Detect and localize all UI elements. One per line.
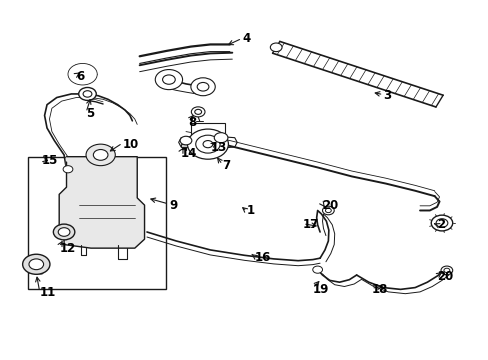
Text: 20: 20: [436, 270, 452, 283]
Circle shape: [187, 129, 228, 159]
Text: 13: 13: [210, 141, 226, 154]
Circle shape: [63, 166, 73, 173]
Text: 5: 5: [86, 107, 94, 120]
Circle shape: [93, 149, 108, 160]
Circle shape: [194, 109, 201, 114]
Circle shape: [78, 71, 87, 78]
Circle shape: [180, 136, 191, 145]
Text: 12: 12: [59, 242, 75, 255]
Circle shape: [73, 67, 92, 81]
Circle shape: [203, 140, 212, 148]
Circle shape: [195, 135, 220, 153]
Circle shape: [190, 78, 215, 96]
Circle shape: [443, 268, 449, 273]
Circle shape: [435, 219, 447, 227]
Text: 8: 8: [188, 116, 196, 129]
Circle shape: [322, 206, 333, 215]
Circle shape: [430, 215, 452, 231]
Text: 19: 19: [312, 283, 328, 296]
Circle shape: [162, 75, 175, 84]
Circle shape: [312, 266, 322, 273]
Circle shape: [83, 91, 92, 97]
Circle shape: [214, 133, 227, 143]
Text: 15: 15: [42, 154, 59, 167]
Circle shape: [191, 107, 204, 117]
Text: 11: 11: [40, 287, 56, 300]
Text: 2: 2: [436, 218, 444, 231]
Circle shape: [270, 43, 282, 51]
Circle shape: [22, 254, 50, 274]
Bar: [27, 157, 166, 289]
Text: 10: 10: [122, 138, 139, 150]
Text: 1: 1: [246, 204, 255, 217]
Circle shape: [79, 87, 96, 100]
Circle shape: [29, 259, 43, 270]
Text: 17: 17: [303, 218, 319, 231]
Circle shape: [58, 228, 70, 236]
Text: 6: 6: [76, 69, 84, 82]
Bar: [181, 144, 190, 147]
Circle shape: [86, 144, 115, 166]
Circle shape: [440, 266, 452, 275]
Text: 3: 3: [383, 89, 391, 102]
Text: 16: 16: [254, 251, 270, 264]
Text: 20: 20: [322, 199, 338, 212]
Text: 18: 18: [370, 283, 387, 296]
Text: 9: 9: [168, 199, 177, 212]
Text: 7: 7: [222, 159, 230, 172]
Circle shape: [197, 82, 208, 91]
Bar: [215, 142, 226, 145]
Polygon shape: [59, 157, 144, 248]
Circle shape: [325, 208, 330, 213]
Text: 14: 14: [181, 147, 197, 159]
Circle shape: [53, 224, 75, 240]
Circle shape: [155, 69, 182, 90]
Bar: [190, 123, 224, 137]
Circle shape: [68, 63, 97, 85]
Text: 4: 4: [242, 32, 250, 45]
